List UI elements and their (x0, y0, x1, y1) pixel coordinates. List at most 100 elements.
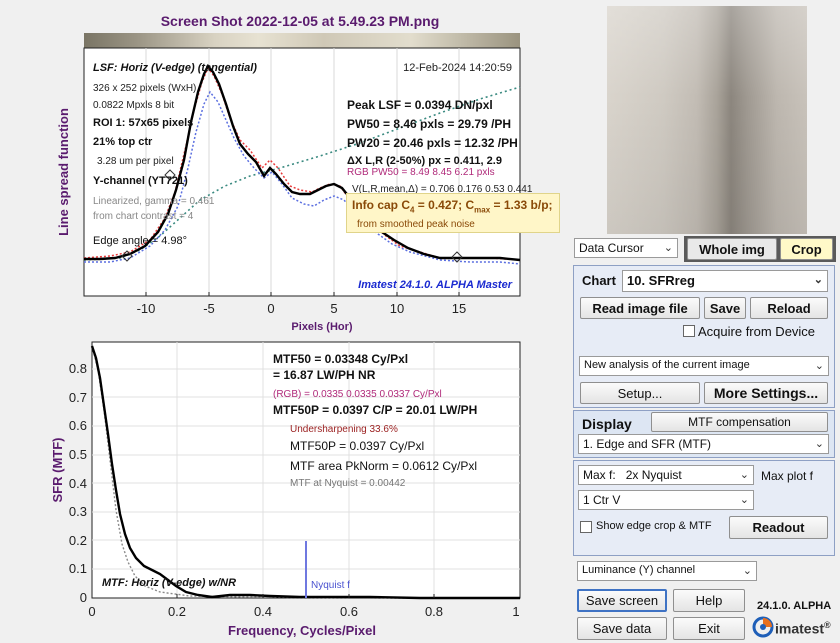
sfr-ytick: 0.1 (69, 561, 87, 576)
lsf-timestamp: 12-Feb-2024 14:20:59 (403, 62, 512, 74)
analysis-select[interactable]: New analysis of the current image ⌄ (579, 356, 829, 376)
sfr-mtf50p-cy: MTF50P = 0.0397 Cy/Pxl (290, 439, 424, 453)
sfr-xtick: 0.8 (425, 604, 443, 619)
lsf-main-curve (84, 63, 521, 262)
show-edge-crop-label: Show edge crop & MTF (596, 520, 712, 532)
reload-button[interactable]: Reload (750, 297, 828, 319)
sfr-mtf50: MTF50 = 0.03348 Cy/Pxl (273, 352, 408, 366)
sfr-ylabel: SFR (MTF) (50, 438, 65, 503)
lsf-xtick: -5 (203, 301, 215, 316)
whole-img-button[interactable]: Whole img (687, 238, 777, 260)
lsf-um-per-pixel: 3.28 um per pixel (97, 156, 174, 167)
chart-select[interactable]: 10. SFRreg ⌄ (622, 270, 828, 292)
lsf-mpxls: 0.0822 Mpxls 8 bit (93, 100, 174, 111)
imatest-logo-text: imatest® (775, 620, 831, 637)
analysis-select-value: New analysis of the current image (584, 359, 750, 371)
lsf-top-ctr: 21% top ctr (93, 136, 153, 148)
lsf-pw50: PW50 = 8.46 pxls = 29.79 /PH (347, 117, 511, 131)
sfr-curve-label: MTF: Horiz (V-edge) w/NR (102, 577, 236, 589)
info-cap-sub: 4 (410, 205, 415, 215)
channel-select-value: Luminance (Y) channel (582, 564, 696, 576)
imatest-logo-icon (752, 616, 774, 638)
display-select-value: 1. Edge and SFR (MTF) (583, 437, 712, 451)
save-data-button[interactable]: Save data (577, 617, 667, 640)
lsf-channel: Y-channel (YT721) (93, 175, 188, 187)
mtf-compensation-button[interactable]: MTF compensation (651, 412, 828, 432)
sfr-xtick: 0.6 (340, 604, 358, 619)
lsf-blue-curve (84, 90, 521, 265)
lsf-xtick: 15 (452, 301, 466, 316)
lsf-marker-right (451, 251, 463, 263)
info-cap-sub2: max (474, 205, 491, 215)
lsf-xtick: 10 (390, 301, 404, 316)
channel-select[interactable]: Luminance (Y) channel ⌄ (577, 561, 757, 581)
sfr-mtf-nyquist: MTF at Nyquist = 0.00442 (290, 478, 406, 489)
sfr-ytick: 0.5 (69, 447, 87, 462)
lsf-roi: ROI 1: 57x65 pixels (93, 117, 193, 129)
chevron-down-icon: ⌄ (814, 438, 824, 450)
lsf-edge-angle: Edge angle = 4.98° (93, 235, 187, 247)
sfr-ytick: 0.4 (69, 476, 87, 491)
setup-button[interactable]: Setup... (580, 382, 700, 404)
show-edge-crop-checkbox[interactable] (580, 521, 592, 533)
lsf-ylabel: Line spread function (56, 108, 71, 236)
acquire-label: Acquire from Device (698, 324, 816, 339)
sfr-main-curve (90, 345, 520, 600)
max-f-select[interactable]: Max f: 2x Nyquist ⌄ (578, 465, 754, 485)
save-screen-button[interactable]: Save screen (577, 589, 667, 612)
lsf-marker-mid (164, 169, 176, 181)
window-title: Screen Shot 2022-12-05 at 5.49.23 PM.png (160, 13, 440, 29)
read-image-file-button[interactable]: Read image file (580, 297, 700, 319)
chevron-down-icon: ⌄ (742, 565, 752, 577)
info-cap-mid: = 0.427; C (414, 198, 475, 212)
display-select[interactable]: 1. Edge and SFR (MTF) ⌄ (578, 434, 829, 454)
max-f-label: Max f: (583, 468, 616, 482)
sfr-ytick: 0.6 (69, 418, 87, 433)
image-preview (607, 6, 807, 234)
info-capacity-box: Info cap C4 = 0.427; Cmax = 1.33 b/p; fr… (346, 193, 560, 233)
info-cap-suffix: = 1.33 b/p; (490, 198, 553, 212)
lsf-gamma: Linearized, gamma = 0.461 (93, 196, 215, 207)
help-button[interactable]: Help (673, 589, 745, 612)
sfr-xlabel: Frequency, Cycles/Pixel (228, 623, 376, 638)
chevron-down-icon: ⌄ (813, 274, 823, 286)
nyquist-label: Nyquist f (311, 580, 350, 591)
exit-button[interactable]: Exit (673, 617, 745, 640)
chevron-down-icon: ⌄ (663, 242, 673, 254)
sfr-mtf-area: MTF area PkNorm = 0.0612 Cy/Pxl (290, 459, 477, 473)
display-label: Display (582, 416, 632, 432)
lsf-plot: -10 -5 0 5 10 15 Pixels (Hor) Line sprea… (56, 47, 533, 333)
readout-button[interactable]: Readout (729, 516, 828, 539)
version-label: 24.1.0. ALPHA (757, 600, 832, 612)
crop-button[interactable]: Crop (780, 238, 833, 260)
sfr-ytick: 0.3 (69, 504, 87, 519)
sfr-mtf50-lw: = 16.87 LW/PH NR (273, 368, 376, 382)
sfr-ytick: 0.2 (69, 533, 87, 548)
lsf-xlabel: Pixels (Hor) (291, 321, 352, 333)
sfr-plot: Nyquist f 0 0.1 0.2 0.3 0.4 0.5 0.6 0.7 … (50, 341, 521, 638)
acquire-checkbox[interactable] (683, 325, 695, 337)
more-settings-button[interactable]: More Settings... (704, 382, 828, 404)
ctr-select[interactable]: 1 Ctr V ⌄ (578, 490, 754, 510)
max-f-value: 2x Nyquist (625, 468, 682, 482)
sfr-xtick: 0.2 (168, 604, 186, 619)
data-cursor-label: Data Cursor (579, 241, 644, 255)
sfr-ytick: 0.8 (69, 361, 87, 376)
chevron-down-icon: ⌄ (814, 360, 824, 372)
data-cursor-select[interactable]: Data Cursor ⌄ (574, 238, 678, 258)
sfr-mtf50p: MTF50P = 0.0397 C/P = 20.01 LW/PH (273, 403, 477, 417)
sfr-xtick: 0.4 (254, 604, 272, 619)
chart-label: Chart (582, 273, 616, 288)
ctr-select-value: 1 Ctr V (583, 493, 621, 507)
sfr-ytick: 0 (80, 590, 87, 605)
sfr-undersharpening: Undersharpening 33.6% (290, 424, 398, 435)
chevron-down-icon: ⌄ (739, 494, 749, 506)
edge-crop-strip (84, 33, 520, 48)
lsf-peak: Peak LSF = 0.0394 DN/pxl (347, 98, 493, 112)
save-button[interactable]: Save (704, 297, 746, 319)
lsf-size: 326 x 252 pixels (WxH) (93, 83, 196, 94)
sfr-ytick: 0.7 (69, 390, 87, 405)
logo-label: imatest (775, 620, 825, 637)
lsf-rgb-pw50: RGB PW50 = 8.49 8.45 6.21 pxls (347, 167, 495, 178)
sfr-rgb: (RGB) = 0.0335 0.0335 0.0337 Cy/Pxl (273, 389, 442, 400)
